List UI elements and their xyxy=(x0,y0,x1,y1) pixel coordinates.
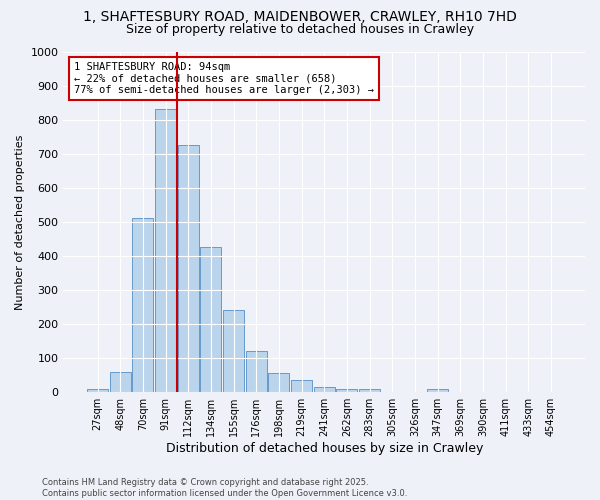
Bar xyxy=(223,310,244,392)
Bar xyxy=(178,145,199,392)
Text: 1, SHAFTESBURY ROAD, MAIDENBOWER, CRAWLEY, RH10 7HD: 1, SHAFTESBURY ROAD, MAIDENBOWER, CRAWLE… xyxy=(83,10,517,24)
Bar xyxy=(155,110,176,392)
Y-axis label: Number of detached properties: Number of detached properties xyxy=(15,134,25,310)
Bar xyxy=(110,372,131,392)
Bar xyxy=(87,389,108,392)
Bar xyxy=(359,389,380,392)
Bar xyxy=(133,218,154,392)
Bar xyxy=(246,352,266,392)
Bar xyxy=(314,387,335,392)
Text: 1 SHAFTESBURY ROAD: 94sqm
← 22% of detached houses are smaller (658)
77% of semi: 1 SHAFTESBURY ROAD: 94sqm ← 22% of detac… xyxy=(74,62,374,95)
Bar xyxy=(291,380,312,392)
Text: Size of property relative to detached houses in Crawley: Size of property relative to detached ho… xyxy=(126,22,474,36)
Bar xyxy=(337,389,358,392)
Bar xyxy=(200,248,221,392)
X-axis label: Distribution of detached houses by size in Crawley: Distribution of detached houses by size … xyxy=(166,442,483,455)
Text: Contains HM Land Registry data © Crown copyright and database right 2025.
Contai: Contains HM Land Registry data © Crown c… xyxy=(42,478,407,498)
Bar xyxy=(427,389,448,392)
Bar xyxy=(268,374,289,392)
